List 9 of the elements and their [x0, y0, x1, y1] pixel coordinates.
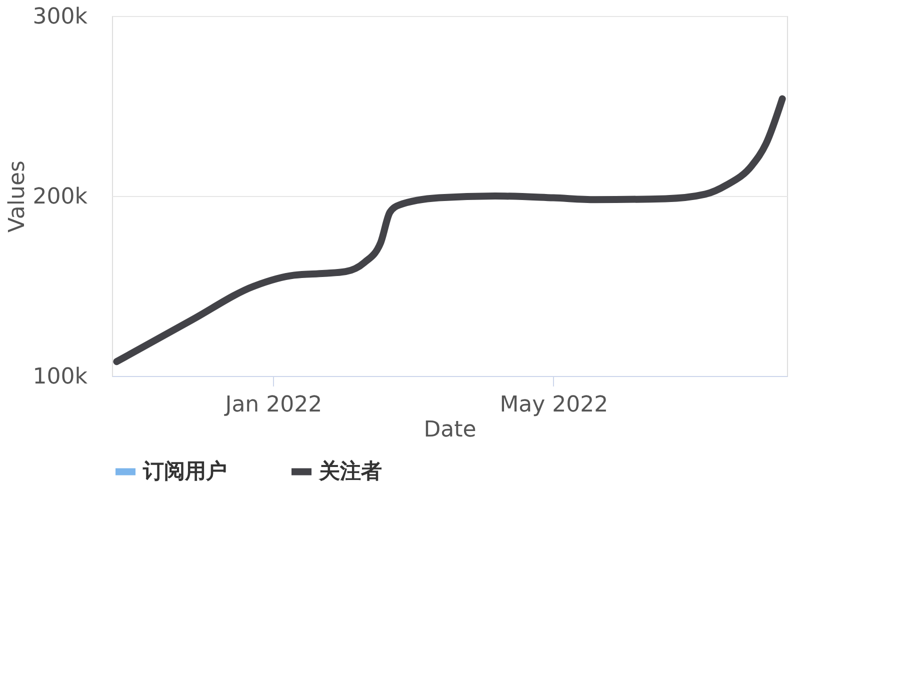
- y-tick-label: 300k: [32, 4, 88, 30]
- y-tick-label: 200k: [32, 184, 88, 210]
- y-tick-label: 100k: [32, 364, 88, 390]
- x-tick-label: Jan 2022: [223, 392, 322, 418]
- legend-label: 关注者: [318, 458, 382, 483]
- x-axis-title: Date: [424, 418, 476, 442]
- x-tick-label: May 2022: [500, 392, 608, 418]
- legend-label: 订阅用户: [142, 458, 227, 483]
- y-axis-title: Values: [4, 160, 30, 232]
